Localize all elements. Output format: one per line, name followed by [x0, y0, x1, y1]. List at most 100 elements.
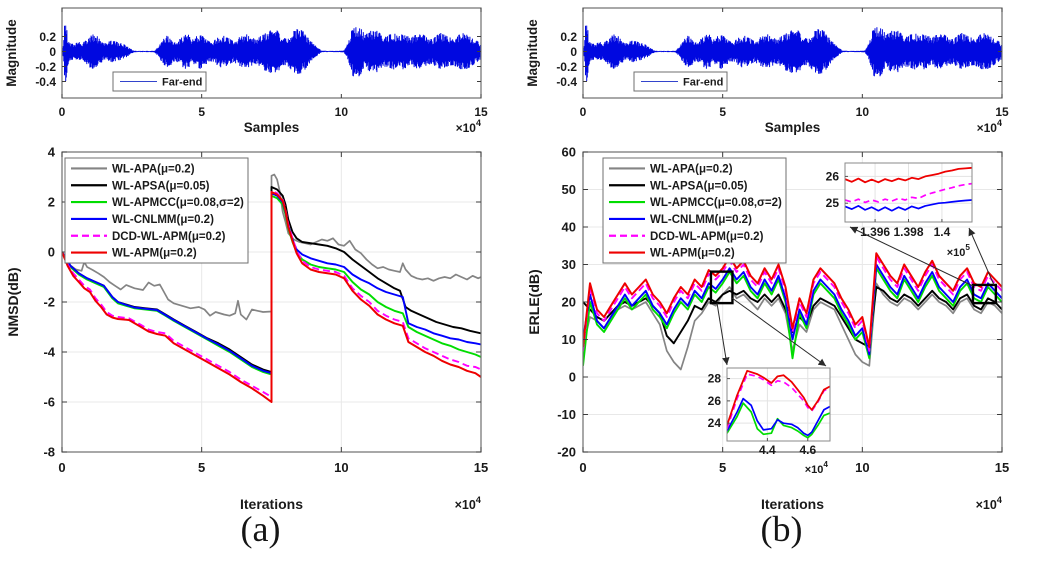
panel-b: 0 5 10 15 0.2 0 -0.2 -0.4 Samples Magnitude ×104 Fa…: [521, 0, 1042, 573]
legend-entry: WL-APM(μ=0.2): [71, 248, 197, 260]
legend-entry: WL-APSA(μ=0.05): [609, 180, 748, 192]
series-WL-APMCC(μ=0.08,σ=2): [727, 402, 830, 439]
x-tick-label: 10: [855, 460, 869, 475]
x-tick-label: 15: [995, 105, 1009, 119]
legend-label: WL-APMCC(μ=0.08,σ=2): [112, 197, 244, 209]
y-tick-label: -8: [43, 445, 55, 460]
caption-a: (a): [240, 509, 281, 549]
x-axis-exponent: ×104: [456, 118, 481, 135]
tick-marks: [61, 151, 482, 453]
zoom-connector: [849, 226, 974, 287]
series-WL-APA(μ=0.2): [62, 173, 481, 321]
erle-plot: 0 5 10 15 60 50 40 30 20 10 0 -10 -20 Iterations ERLE(…: [526, 145, 1009, 513]
inset-x-tick-label: 1.396: [860, 225, 890, 239]
series-WL-APMCC(μ=0.08,σ=2): [583, 267, 1002, 366]
y-tick-label: 30: [562, 257, 576, 272]
inset-exponent: ×104: [805, 460, 829, 476]
x-axis-exponent: ×104: [976, 495, 1003, 512]
panel-a: 0 5 10 15 0.2 0 -0.2 -0.4 Samples Magnitude ×104 Fa…: [0, 0, 521, 549]
legend-entry: WL-APA(μ=0.2): [609, 163, 733, 175]
farend-signal-plot: 0 5 10 150.20-0.2-0.4SamplesMagnitude×104Fa…: [4, 7, 488, 135]
legend: WL-APA(μ=0.2) WL-APSA(μ=0.05) WL-APMCC(μ=0…: [602, 157, 787, 264]
legend-box: [602, 157, 787, 264]
legend-label: WL-APM(μ=0.2): [112, 248, 197, 260]
legend-entry: Far-end: [120, 77, 202, 89]
legend-entry: WL-APMCC(μ=0.08,σ=2): [609, 197, 782, 209]
legend-label: Far-end: [683, 77, 723, 89]
x-axis-label: Iterations: [240, 496, 303, 512]
y-axis-label: Magnitude: [525, 19, 540, 87]
x-tick-label: 5: [198, 105, 205, 119]
series-WL-APM(μ=0.2): [845, 166, 972, 184]
y-tick-label: 0.2: [39, 30, 56, 44]
legend: Far-end: [633, 71, 728, 92]
inset-exponent: ×105: [947, 243, 971, 259]
x-tick-label: 15: [474, 460, 488, 475]
y-tick-label: 0: [569, 370, 576, 385]
y-tick-label: 4: [48, 145, 56, 160]
series-WL-CNLMM(μ=0.2): [727, 397, 830, 437]
series-WL-CNLMM(μ=0.2): [845, 199, 972, 212]
y-tick-label: -20: [557, 445, 576, 460]
series-DCD-WL-APM(μ=0.2): [845, 182, 972, 204]
x-tick-label: 10: [856, 105, 870, 119]
y-tick-label: -2: [43, 295, 55, 310]
legend: Far-end: [112, 71, 207, 92]
tick-marks: [582, 151, 1003, 453]
legend-label: WL-CNLMM(μ=0.2): [650, 214, 752, 226]
inset-y-tick-label: 25: [826, 196, 840, 210]
y-tick-label: 2: [48, 195, 55, 210]
farend-chart-a: 0 5 10 15 0.2 0 -0.2 -0.4 Samples Magnitude ×104 Fa…: [0, 0, 521, 140]
x-tick-label: 0: [580, 105, 587, 119]
x-axis-label: Samples: [765, 120, 821, 135]
legend-box: [64, 157, 249, 264]
y-tick-label: -0.2: [35, 60, 56, 74]
legend-label: WL-APA(μ=0.2): [112, 163, 195, 175]
zoom-connector: [731, 297, 827, 367]
legend-box: [633, 71, 728, 92]
legend-label: WL-APM(μ=0.2): [650, 248, 735, 260]
y-axis-label: NMSD(dB): [5, 267, 21, 336]
zoom-region-box: [709, 270, 734, 305]
legend-entry: WL-CNLMM(μ=0.2): [609, 214, 752, 226]
x-tick-label: 0: [579, 460, 586, 475]
series-WL-APM(μ=0.2): [583, 252, 1002, 348]
nmsd-plot: 0 5 10 15 4 2 0 -2 -4 -6 -8 Iterations NMSD(dB) ×104 W…: [5, 145, 488, 513]
x-axis-label: Samples: [244, 120, 300, 135]
x-axis-label: Iterations: [761, 496, 824, 512]
inset-x-tick-label: 4.6: [799, 443, 816, 457]
inset-grid: [845, 163, 972, 222]
x-tick-label: 10: [334, 460, 348, 475]
y-tick-label: -6: [43, 395, 55, 410]
caption-b: (b): [760, 509, 803, 549]
inset-x-tick-label: 1.398: [893, 225, 923, 239]
y-axis-label: Magnitude: [4, 19, 19, 87]
nmsd-chart: 0 5 10 15 4 2 0 -2 -4 -6 -8 Iterations NMSD(dB) ×104 W…: [0, 140, 521, 515]
x-tick-label: 5: [198, 460, 205, 475]
legend-entry: DCD-WL-APM(μ=0.2): [71, 231, 226, 243]
axes-box: [61, 7, 482, 99]
legend: WL-APA(μ=0.2) WL-APSA(μ=0.05) WL-APMCC(μ=0…: [64, 157, 249, 264]
axes-box: [582, 7, 1003, 99]
x-tick-label: 5: [719, 460, 726, 475]
y-tick-label: -0.4: [556, 75, 577, 89]
series-WL-APM(μ=0.2): [727, 369, 830, 426]
series-DCD-WL-APM(μ=0.2): [583, 256, 1002, 352]
legend-label: WL-APMCC(μ=0.08,σ=2): [650, 197, 782, 209]
legend-entry: WL-APSA(μ=0.05): [71, 180, 210, 192]
legend-entry: WL-CNLMM(μ=0.2): [71, 214, 214, 226]
x-axis-exponent: ×104: [455, 495, 482, 512]
plot-area: [62, 173, 481, 403]
y-tick-label: 60: [562, 145, 576, 160]
y-tick-label: 0: [570, 45, 577, 59]
inset-y-tick-label: 28: [708, 372, 722, 386]
inset-y-tick-label: 26: [708, 394, 722, 408]
legend-entry: DCD-WL-APM(μ=0.2): [609, 231, 764, 243]
series-WL-APM(μ=0.2): [62, 191, 481, 403]
x-tick-label: 10: [335, 105, 349, 119]
y-tick-label: -10: [557, 407, 576, 422]
y-tick-label: -4: [43, 345, 55, 360]
inset-y-tick-label: 24: [708, 416, 722, 430]
inset-x-tick-label: 1.4: [934, 225, 951, 239]
y-tick-label: 0.2: [560, 30, 577, 44]
